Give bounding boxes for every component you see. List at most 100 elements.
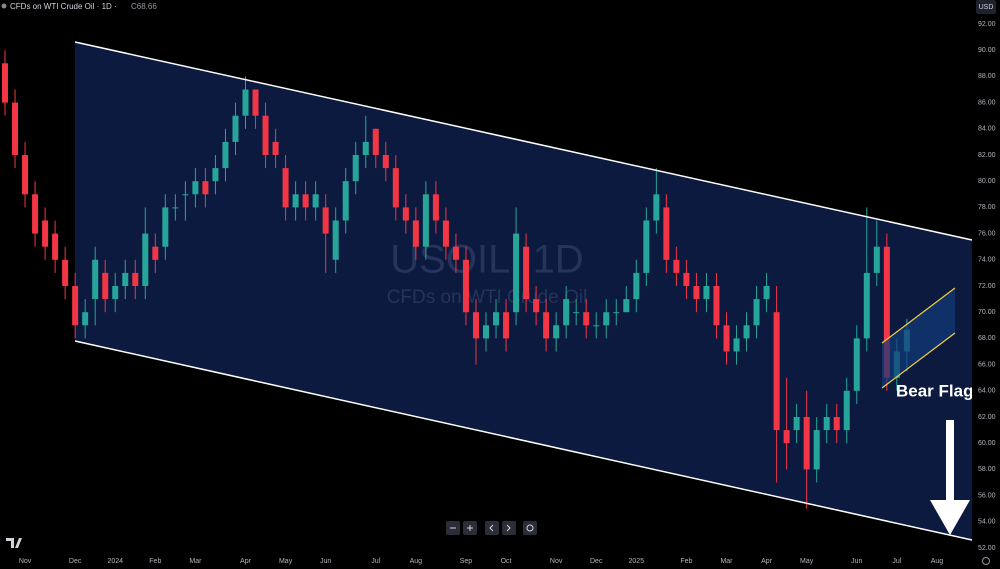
y-tick-label: 54.00 xyxy=(978,519,996,526)
candle-body xyxy=(743,325,750,339)
candle-body xyxy=(703,286,710,300)
toolbar xyxy=(446,521,537,535)
channel-bottom xyxy=(74,340,973,541)
currency: USD xyxy=(979,4,994,11)
icon xyxy=(467,525,473,531)
price-axis xyxy=(972,0,1000,569)
currency-box[interactable] xyxy=(976,0,996,14)
candle-body xyxy=(713,286,720,326)
candle-body xyxy=(723,325,730,352)
candle-body xyxy=(152,246,159,260)
candle-body xyxy=(52,233,59,260)
y-tick-label: 68.00 xyxy=(978,335,996,342)
x-tick-label: Apr xyxy=(240,558,252,565)
x-tick-label: Apr xyxy=(761,558,773,565)
candle-body xyxy=(603,312,610,326)
y-tick-label: 92.00 xyxy=(978,21,996,28)
candles xyxy=(2,50,910,509)
y-tick-label: 60.00 xyxy=(978,440,996,447)
candle-body xyxy=(482,325,490,339)
candle-body xyxy=(462,259,469,313)
candle-body xyxy=(833,417,840,431)
x-tick-label: Jul xyxy=(371,558,380,565)
candle-body xyxy=(422,194,429,247)
candle-body xyxy=(162,207,169,247)
candle-body xyxy=(623,299,630,313)
candle-body xyxy=(773,312,780,431)
candle-body xyxy=(112,286,119,300)
reset-button[interactable] xyxy=(523,521,537,535)
candle-body xyxy=(633,272,640,300)
flag-top xyxy=(881,287,956,344)
x-tick-label: Aug xyxy=(931,558,944,565)
candle-body xyxy=(122,272,129,286)
x-tick-label: Feb xyxy=(149,558,161,565)
flag-fill xyxy=(882,288,955,388)
scroll-right-button[interactable] xyxy=(502,521,516,535)
y-tick-label: 72.00 xyxy=(978,283,996,290)
y-tick-label: 76.00 xyxy=(978,230,996,237)
candle-body xyxy=(252,89,259,116)
candle-body xyxy=(452,246,459,260)
x-tick-label: 2024 xyxy=(107,558,123,565)
candle-body xyxy=(202,181,209,195)
scroll-left-button[interactable] xyxy=(485,521,499,535)
candle-body xyxy=(583,312,590,326)
candle-body xyxy=(793,417,800,431)
y-tick-label: 70.00 xyxy=(978,309,996,316)
candle-body xyxy=(322,207,329,234)
icon xyxy=(506,524,511,532)
x-tick-label: Sep xyxy=(460,558,473,565)
candle-body xyxy=(573,312,580,314)
x-tick-label: May xyxy=(279,558,293,565)
candle-body xyxy=(883,246,890,378)
candle-body xyxy=(853,338,860,391)
flag-bottom xyxy=(881,332,956,389)
candle-body xyxy=(513,233,520,313)
y-tick-label: 84.00 xyxy=(978,126,996,133)
candle-body xyxy=(382,155,389,169)
candle-body xyxy=(262,115,269,155)
candle-body xyxy=(372,128,379,155)
candle-body xyxy=(493,312,500,326)
y-tick-label: 66.00 xyxy=(978,361,996,368)
icon xyxy=(526,524,534,532)
candle-body xyxy=(813,430,820,470)
y-tick-label: 80.00 xyxy=(978,178,996,185)
candle-body xyxy=(22,155,29,195)
candle-body xyxy=(783,430,790,444)
y-tick-label: 56.00 xyxy=(978,492,996,499)
x-tick-label: Jun xyxy=(320,558,331,565)
y-tick-label: 78.00 xyxy=(978,204,996,211)
candle-body xyxy=(282,168,289,208)
candle-body xyxy=(472,312,479,339)
y-tick-label: 86.00 xyxy=(978,99,996,106)
candle-body xyxy=(503,312,510,339)
settings-icon[interactable] xyxy=(982,557,990,565)
x-tick-label: Feb xyxy=(680,558,692,565)
candle-body xyxy=(332,220,339,260)
candle-body xyxy=(12,102,19,155)
candle-body xyxy=(242,89,249,116)
candle-body xyxy=(272,141,279,155)
candle-body xyxy=(92,259,99,300)
candle-body xyxy=(132,272,139,286)
candle-body xyxy=(693,286,700,300)
candle-body xyxy=(82,312,89,326)
last-price: C68.66 xyxy=(131,2,157,11)
candle-body xyxy=(292,194,299,208)
watermark-subtitle: CFDs on WTI Crude Oil xyxy=(387,287,588,308)
candle-body xyxy=(683,272,690,286)
candle-body xyxy=(613,312,620,314)
x-tick-label: 2025 xyxy=(629,558,645,565)
x-tick-label: Aug xyxy=(410,558,423,565)
candle-body xyxy=(523,246,530,300)
candle-body xyxy=(212,168,219,182)
candle-body xyxy=(192,181,199,195)
candle-body xyxy=(32,194,39,234)
y-tick-label: 90.00 xyxy=(978,47,996,54)
candle-body xyxy=(142,233,149,286)
x-tick-label: Mar xyxy=(720,558,733,565)
candle-body xyxy=(663,207,670,260)
